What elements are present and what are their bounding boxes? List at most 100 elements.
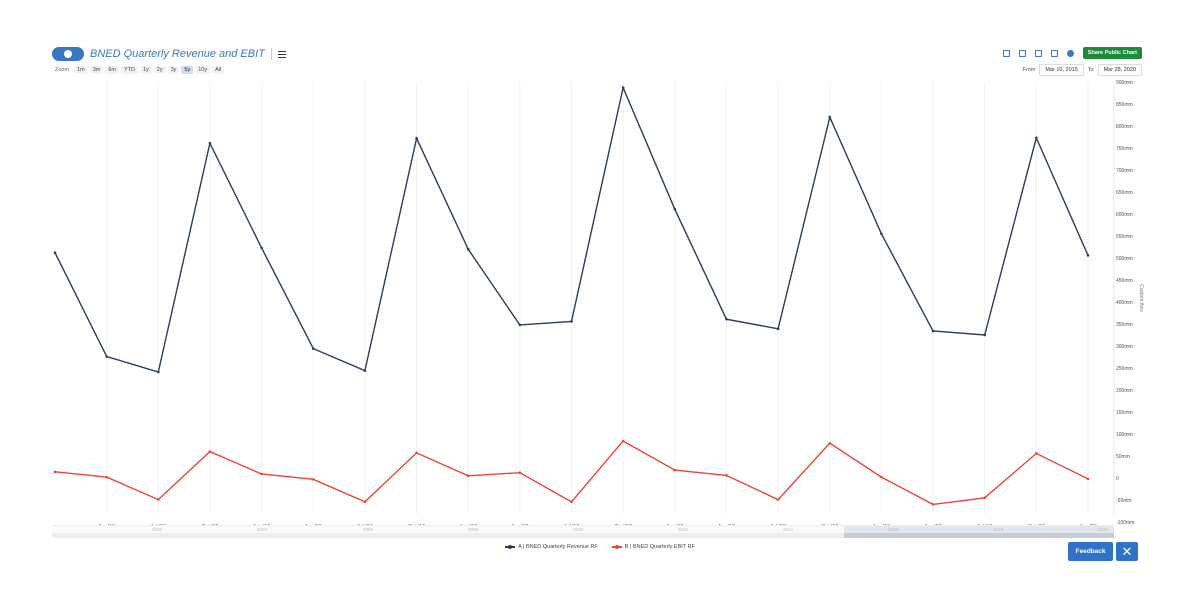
chart-title[interactable]: BNED Quarterly Revenue and EBIT bbox=[90, 48, 265, 60]
revenue-point bbox=[1035, 136, 1038, 140]
from-date-input[interactable]: Mar 10, 2015 bbox=[1039, 64, 1084, 76]
settings-toggle-button[interactable] bbox=[52, 47, 84, 61]
y-tick-label: 150mm bbox=[1116, 410, 1133, 416]
zoom-3y-button[interactable]: 3y bbox=[167, 66, 180, 74]
zoom-1y-button[interactable]: 1y bbox=[139, 66, 152, 74]
save-icon[interactable] bbox=[1018, 49, 1026, 57]
zoom-3m-button[interactable]: 3m bbox=[89, 66, 104, 74]
y-tick-label: 550mm bbox=[1116, 234, 1133, 240]
zoom-selector: Zoom 1m 3m 6m YTD 1y 2y 3y 5y 10y All bbox=[55, 66, 226, 74]
date-range: From Mar 10, 2015 To Mar 28, 2020 bbox=[1023, 64, 1142, 76]
y-tick-label: 450mm bbox=[1116, 278, 1133, 284]
revenue-point bbox=[518, 323, 522, 327]
chart-legend: A | BNED Quarterly Revenue RF B | BNED Q… bbox=[0, 544, 1200, 550]
navigator-year: 2014 bbox=[783, 527, 794, 532]
revenue-point bbox=[621, 86, 625, 90]
revenue-point bbox=[570, 320, 573, 323]
y-tick-label: 850mm bbox=[1116, 102, 1133, 108]
title-divider bbox=[270, 48, 272, 60]
feedback-button[interactable]: Feedback bbox=[1068, 542, 1113, 561]
revenue-point bbox=[880, 232, 883, 236]
ebit-point bbox=[260, 472, 263, 476]
navigator-year: 2002 bbox=[152, 527, 163, 532]
zoom-10y-button[interactable]: 10y bbox=[195, 66, 211, 74]
ebit-point bbox=[466, 474, 470, 478]
ebit-point bbox=[931, 503, 935, 506]
zoom-6m-button[interactable]: 6m bbox=[105, 66, 119, 74]
revenue-point bbox=[415, 137, 418, 140]
folder-icon[interactable] bbox=[1034, 49, 1042, 57]
copy-icon[interactable] bbox=[1002, 49, 1010, 57]
navigator-year: 2004 bbox=[257, 527, 268, 532]
zoom-5y-button[interactable]: 5y bbox=[181, 66, 194, 74]
ebit-point bbox=[880, 475, 883, 479]
legend-label: B | BNED Quarterly EBIT RF bbox=[624, 544, 695, 550]
revenue-point bbox=[363, 369, 367, 372]
close-button[interactable]: ✕ bbox=[1116, 542, 1138, 561]
ebit-point bbox=[776, 498, 780, 501]
ebit-point bbox=[1035, 452, 1038, 455]
navigator-year: 2020 bbox=[1098, 527, 1109, 532]
ebit-point bbox=[570, 500, 573, 504]
revenue-point bbox=[53, 251, 57, 255]
ebit-point bbox=[828, 441, 832, 445]
gear-icon[interactable] bbox=[1066, 49, 1074, 57]
y-tick-label: 50mm bbox=[1116, 454, 1130, 460]
zoom-label: Zoom bbox=[55, 67, 70, 73]
y-tick-label: 100mm bbox=[1116, 432, 1133, 438]
y-axis-label: Custom Axis bbox=[1138, 284, 1144, 312]
y-tick-label: 700mm bbox=[1116, 168, 1133, 174]
navigator-year: 2016 bbox=[888, 527, 899, 532]
to-date-input[interactable]: Mar 28, 2020 bbox=[1097, 64, 1142, 76]
zoom-1m-button[interactable]: 1m bbox=[74, 66, 88, 74]
bar-chart-icon[interactable] bbox=[1050, 49, 1058, 57]
ebit-point bbox=[983, 496, 986, 500]
navigator-year: 2010 bbox=[573, 527, 584, 532]
y-tick-label: 500mm bbox=[1116, 256, 1133, 262]
ebit-swatch-icon bbox=[611, 545, 622, 549]
revenue-point bbox=[725, 317, 728, 321]
revenue-point bbox=[157, 370, 160, 374]
revenue-point bbox=[208, 141, 212, 145]
revenue-swatch-icon bbox=[505, 545, 516, 549]
revenue-point bbox=[311, 347, 315, 350]
y-tick-label: 250mm bbox=[1116, 366, 1133, 372]
revenue-point bbox=[105, 355, 108, 358]
toggle-knob-icon bbox=[64, 50, 72, 58]
share-public-chart-button[interactable]: Share Public Chart bbox=[1082, 47, 1142, 59]
revenue-point bbox=[673, 207, 677, 211]
hamburger-menu-icon[interactable] bbox=[277, 50, 286, 58]
revenue-point bbox=[260, 246, 263, 250]
legend-item-ebit[interactable]: B | BNED Quarterly EBIT RF bbox=[611, 544, 695, 550]
y-tick-label: 200mm bbox=[1116, 388, 1133, 394]
chart-title-bar: BNED Quarterly Revenue and EBIT bbox=[52, 45, 286, 63]
revenue-point bbox=[776, 327, 780, 331]
y-tick-label: 300mm bbox=[1116, 344, 1133, 350]
y-tick-label: 350mm bbox=[1116, 322, 1133, 328]
legend-label: A | BNED Quarterly Revenue RF bbox=[518, 544, 598, 550]
y-tick-label: -100mm bbox=[1116, 520, 1134, 526]
y-tick-label: -50mm bbox=[1116, 498, 1132, 504]
scrollbar-thumb[interactable] bbox=[844, 533, 1114, 538]
legend-item-revenue[interactable]: A | BNED Quarterly Revenue RF bbox=[505, 544, 598, 550]
navigator-year: 2006 bbox=[363, 527, 374, 532]
ebit-point bbox=[157, 498, 160, 501]
ebit-point bbox=[53, 470, 57, 474]
navigator-year: 2018 bbox=[993, 527, 1004, 532]
ebit-point bbox=[105, 475, 108, 479]
navigator-year: 2012 bbox=[678, 527, 689, 532]
ebit-point bbox=[1086, 477, 1090, 481]
y-tick-label: 900mm bbox=[1116, 80, 1133, 86]
zoom-ytd-button[interactable]: YTD bbox=[120, 66, 138, 74]
y-tick-label: 750mm bbox=[1116, 146, 1133, 152]
revenue-point bbox=[983, 333, 986, 337]
revenue-point bbox=[828, 115, 832, 119]
navigator-scrollbar[interactable] bbox=[52, 533, 1114, 538]
ebit-point bbox=[208, 450, 212, 453]
zoom-all-button[interactable]: All bbox=[212, 66, 225, 74]
chart-toolbar: Share Public Chart bbox=[1002, 47, 1142, 59]
y-tick-label: 0 bbox=[1116, 476, 1119, 482]
y-tick-label: 600mm bbox=[1116, 212, 1133, 218]
zoom-2y-button[interactable]: 2y bbox=[153, 66, 166, 74]
